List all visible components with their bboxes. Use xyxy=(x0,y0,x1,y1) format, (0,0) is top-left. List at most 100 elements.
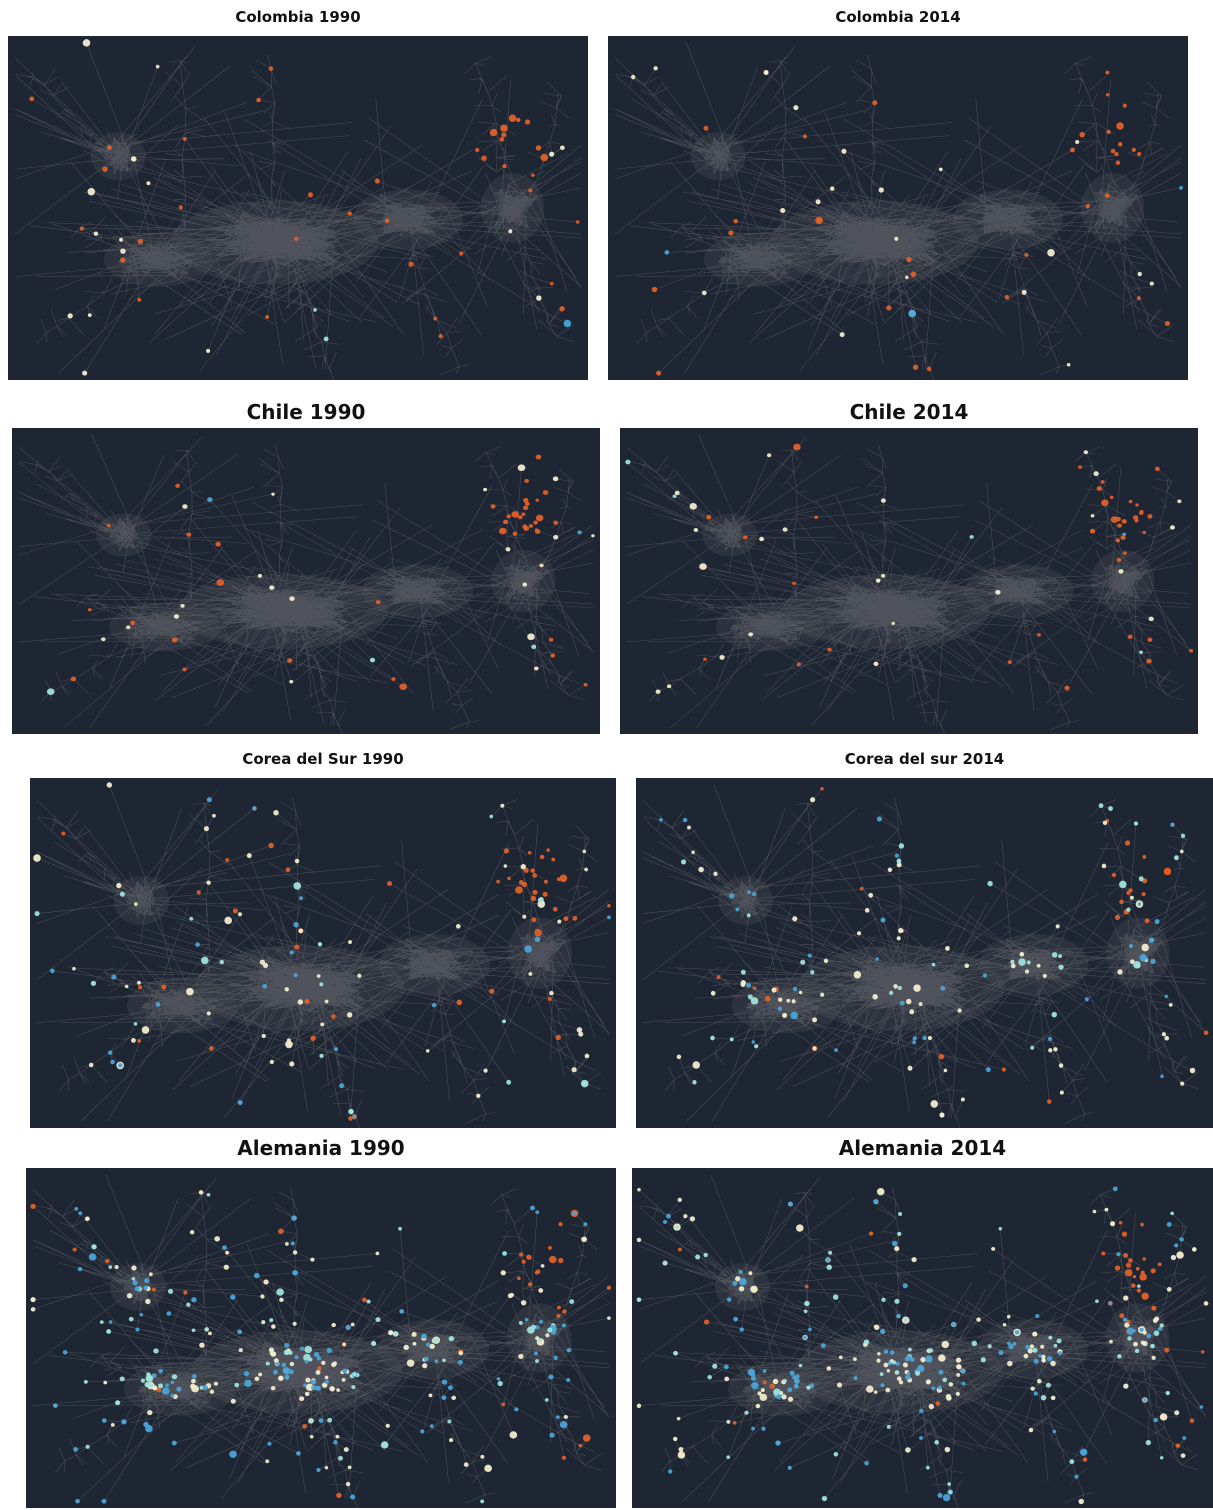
cream-node xyxy=(540,1264,545,1268)
cream-node xyxy=(520,1300,527,1306)
blue-node xyxy=(1137,902,1142,906)
cream-node xyxy=(33,854,41,862)
orange-node xyxy=(516,1276,521,1281)
blue-node xyxy=(206,797,212,803)
orange-node xyxy=(521,881,528,888)
blue-node xyxy=(1014,1330,1020,1335)
blue-node xyxy=(369,657,376,663)
cream-node xyxy=(875,578,881,583)
blue-node xyxy=(548,1374,554,1380)
blue-node xyxy=(665,1213,671,1219)
cream-node xyxy=(1154,1316,1160,1322)
blue-node xyxy=(202,1385,208,1391)
blue-node xyxy=(244,1379,252,1388)
cream-node xyxy=(206,880,211,885)
blue-node xyxy=(1138,876,1144,882)
blue-node xyxy=(672,494,677,499)
blue-node xyxy=(534,936,541,943)
cream-node xyxy=(310,1257,315,1262)
blue-node xyxy=(776,1394,782,1400)
orange-node xyxy=(216,579,225,586)
blue-node xyxy=(607,915,611,920)
cream-node xyxy=(894,1246,900,1252)
blue-node xyxy=(323,336,329,342)
blue-node xyxy=(204,1327,209,1332)
product-nodes xyxy=(33,782,611,1121)
cream-node xyxy=(701,290,707,296)
cream-node xyxy=(560,145,565,151)
blue-node xyxy=(303,1383,307,1387)
cream-node xyxy=(180,604,185,608)
cream-node xyxy=(864,907,870,913)
blue-node xyxy=(1174,1243,1179,1248)
cream-node xyxy=(429,1343,435,1350)
blue-node xyxy=(821,1495,828,1502)
orange-node xyxy=(1085,203,1091,209)
cream-node xyxy=(209,1389,215,1394)
cream-node xyxy=(885,1387,891,1393)
orange-node xyxy=(102,166,108,172)
cream-node xyxy=(1053,1047,1058,1052)
cream-node xyxy=(876,1188,885,1196)
orange-node xyxy=(294,944,300,950)
orange-node xyxy=(935,1401,941,1406)
cream-node xyxy=(941,1340,950,1349)
cream-node xyxy=(938,167,943,172)
orange-node xyxy=(530,868,535,873)
orange-node xyxy=(1116,557,1122,563)
blue-node xyxy=(912,1036,917,1041)
orange-node xyxy=(542,490,549,495)
orange-node xyxy=(336,1492,342,1499)
blue-node xyxy=(1030,1045,1035,1050)
cream-node xyxy=(1058,1063,1064,1068)
blue-node xyxy=(544,1398,549,1402)
blue-node xyxy=(947,1482,952,1486)
cream-node xyxy=(294,858,300,864)
cream-node xyxy=(710,990,716,996)
blue-node xyxy=(316,1467,321,1472)
cream-node xyxy=(1066,363,1071,367)
blue-node xyxy=(942,1493,951,1502)
blue-node xyxy=(296,1451,301,1456)
cream-node xyxy=(230,1398,236,1404)
orange-node xyxy=(706,514,712,520)
blue-node xyxy=(1145,1440,1151,1446)
orange-node xyxy=(489,988,495,994)
orange-node xyxy=(521,512,526,516)
blue-node xyxy=(961,1381,966,1386)
blue-node xyxy=(75,1498,80,1504)
blue-node xyxy=(864,1460,869,1466)
orange-node xyxy=(186,532,192,537)
orange-node xyxy=(1157,1262,1162,1267)
cream-node xyxy=(131,1265,137,1271)
blue-node xyxy=(559,1421,568,1429)
blue-node xyxy=(886,1424,891,1429)
blue-node xyxy=(894,853,899,858)
blue-node xyxy=(549,1432,555,1438)
cream-node xyxy=(297,999,304,1005)
blue-node xyxy=(191,1328,196,1333)
cream-node xyxy=(812,1017,818,1023)
cream-node xyxy=(72,966,76,971)
cream-node xyxy=(938,1354,946,1362)
cream-node xyxy=(582,849,587,854)
blue-node xyxy=(875,957,879,961)
orange-node xyxy=(1189,648,1194,653)
blue-node xyxy=(566,1378,571,1383)
cream-node xyxy=(873,1390,878,1394)
blue-node xyxy=(833,1452,839,1457)
orange-node xyxy=(732,1421,737,1425)
orange-node xyxy=(1147,637,1153,642)
cream-node xyxy=(1023,1353,1029,1359)
cream-node xyxy=(106,782,113,788)
cream-node xyxy=(406,1359,415,1367)
blue-node xyxy=(938,1369,944,1375)
blue-node xyxy=(931,962,936,967)
orange-node xyxy=(225,858,230,862)
blue-node xyxy=(132,1280,138,1286)
cream-node xyxy=(1142,1330,1147,1335)
blue-node xyxy=(1035,1313,1040,1319)
network-panel-colombia-1990 xyxy=(8,36,588,380)
cream-node xyxy=(868,892,874,898)
cream-node xyxy=(1007,1360,1013,1367)
